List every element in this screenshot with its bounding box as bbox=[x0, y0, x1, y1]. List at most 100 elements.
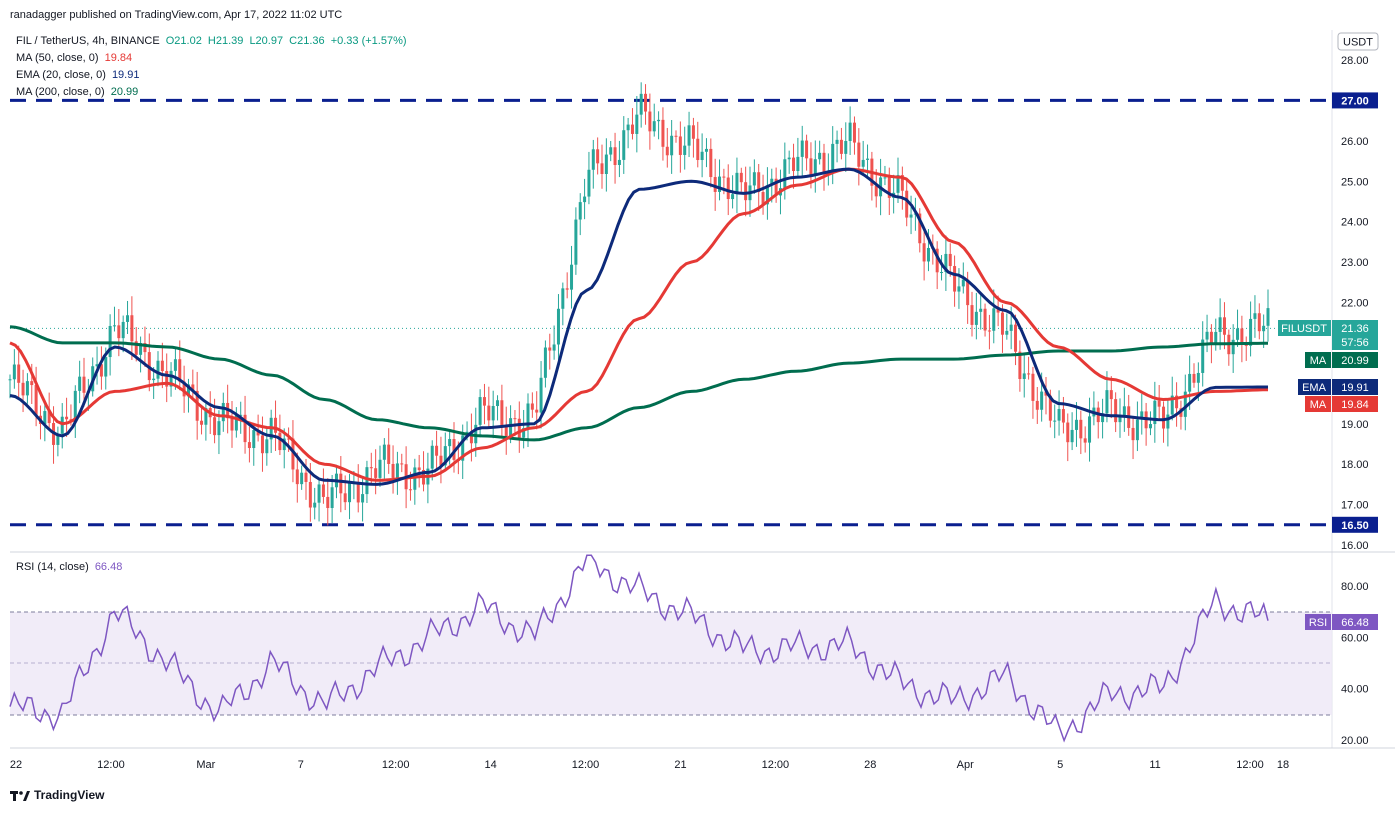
ema20-line[interactable] bbox=[9, 167, 1268, 486]
candle[interactable] bbox=[691, 117, 695, 158]
ma200-line[interactable] bbox=[9, 325, 1268, 442]
candle[interactable] bbox=[639, 82, 643, 128]
candle[interactable] bbox=[953, 255, 957, 307]
candle[interactable] bbox=[443, 432, 447, 472]
candle[interactable] bbox=[826, 153, 830, 186]
candle[interactable] bbox=[831, 126, 835, 185]
candle[interactable] bbox=[430, 440, 434, 481]
candle[interactable] bbox=[1148, 411, 1152, 436]
candle[interactable] bbox=[583, 178, 587, 220]
candle[interactable] bbox=[1266, 289, 1270, 342]
candle[interactable] bbox=[435, 430, 439, 470]
candle[interactable] bbox=[552, 325, 556, 360]
candle[interactable] bbox=[670, 119, 674, 174]
candle[interactable] bbox=[1222, 302, 1226, 350]
candle[interactable] bbox=[918, 208, 922, 253]
candle[interactable] bbox=[60, 403, 64, 449]
candle[interactable] bbox=[156, 351, 160, 387]
candle[interactable] bbox=[1053, 404, 1057, 439]
candle[interactable] bbox=[130, 296, 134, 360]
candle[interactable] bbox=[496, 395, 500, 421]
candle[interactable] bbox=[661, 107, 665, 161]
candle[interactable] bbox=[1096, 401, 1100, 439]
candle[interactable] bbox=[1092, 391, 1096, 426]
candle[interactable] bbox=[1231, 324, 1235, 373]
candle[interactable] bbox=[230, 400, 234, 448]
rsi-line[interactable] bbox=[9, 554, 1269, 743]
candle[interactable] bbox=[256, 414, 260, 442]
candle[interactable] bbox=[1218, 298, 1222, 350]
candle[interactable] bbox=[996, 295, 1000, 327]
candle[interactable] bbox=[1109, 376, 1113, 419]
candle[interactable] bbox=[596, 137, 600, 175]
candle[interactable] bbox=[948, 243, 952, 277]
candle[interactable] bbox=[922, 228, 926, 281]
candle[interactable] bbox=[548, 333, 552, 370]
candle[interactable] bbox=[204, 400, 208, 441]
candle[interactable] bbox=[674, 130, 678, 143]
candle[interactable] bbox=[765, 167, 769, 220]
candle[interactable] bbox=[17, 345, 21, 399]
candle[interactable] bbox=[974, 292, 978, 340]
candle[interactable] bbox=[12, 349, 16, 389]
candle[interactable] bbox=[1201, 321, 1205, 387]
candle[interactable] bbox=[979, 293, 983, 330]
candle[interactable] bbox=[300, 465, 304, 490]
candle[interactable] bbox=[1070, 412, 1074, 451]
candle[interactable] bbox=[413, 458, 417, 505]
candle[interactable] bbox=[439, 436, 443, 484]
ma50-legend[interactable]: MA (50, close, 0) 19.84 bbox=[16, 52, 135, 64]
candle[interactable] bbox=[678, 121, 682, 173]
candle[interactable] bbox=[987, 314, 991, 350]
candle[interactable] bbox=[8, 374, 12, 399]
candle[interactable] bbox=[604, 138, 608, 192]
candle[interactable] bbox=[387, 428, 391, 474]
candle[interactable] bbox=[269, 409, 273, 453]
candle[interactable] bbox=[173, 346, 177, 390]
candle[interactable] bbox=[1018, 340, 1022, 392]
candle[interactable] bbox=[874, 169, 878, 208]
candle[interactable] bbox=[365, 460, 369, 503]
candle[interactable] bbox=[718, 159, 722, 201]
candle[interactable] bbox=[513, 410, 517, 437]
candle[interactable] bbox=[126, 300, 130, 335]
candle[interactable] bbox=[1240, 315, 1244, 363]
candle[interactable] bbox=[944, 235, 948, 291]
candle[interactable] bbox=[78, 360, 82, 404]
candle[interactable] bbox=[792, 143, 796, 189]
candle[interactable] bbox=[108, 314, 112, 376]
candle[interactable] bbox=[73, 385, 77, 438]
candle[interactable] bbox=[200, 407, 204, 435]
candle[interactable] bbox=[1027, 356, 1031, 380]
candle[interactable] bbox=[700, 133, 704, 178]
candle[interactable] bbox=[234, 407, 238, 438]
ma50-line[interactable] bbox=[9, 167, 1268, 482]
candle[interactable] bbox=[1140, 393, 1144, 435]
candle[interactable] bbox=[709, 138, 713, 188]
candle[interactable] bbox=[278, 414, 282, 456]
candle[interactable] bbox=[400, 453, 404, 473]
candle[interactable] bbox=[1244, 336, 1248, 361]
candle[interactable] bbox=[652, 103, 656, 137]
candle[interactable] bbox=[1175, 382, 1179, 427]
candle[interactable] bbox=[665, 127, 669, 168]
candle[interactable] bbox=[687, 111, 691, 158]
candle[interactable] bbox=[1057, 390, 1061, 436]
candle[interactable] bbox=[713, 158, 717, 211]
candle[interactable] bbox=[848, 106, 852, 156]
candle[interactable] bbox=[221, 392, 225, 432]
candle[interactable] bbox=[43, 400, 47, 442]
candle[interactable] bbox=[822, 143, 826, 191]
candle[interactable] bbox=[683, 126, 687, 170]
candle[interactable] bbox=[243, 395, 247, 454]
candle[interactable] bbox=[613, 132, 617, 184]
candle[interactable] bbox=[609, 140, 613, 162]
candle[interactable] bbox=[857, 128, 861, 186]
candle[interactable] bbox=[696, 121, 700, 168]
candle[interactable] bbox=[1066, 413, 1070, 462]
candle[interactable] bbox=[574, 207, 578, 275]
candle[interactable] bbox=[260, 416, 264, 472]
candle[interactable] bbox=[487, 386, 491, 427]
candle[interactable] bbox=[1188, 355, 1192, 410]
candle[interactable] bbox=[1257, 303, 1261, 340]
